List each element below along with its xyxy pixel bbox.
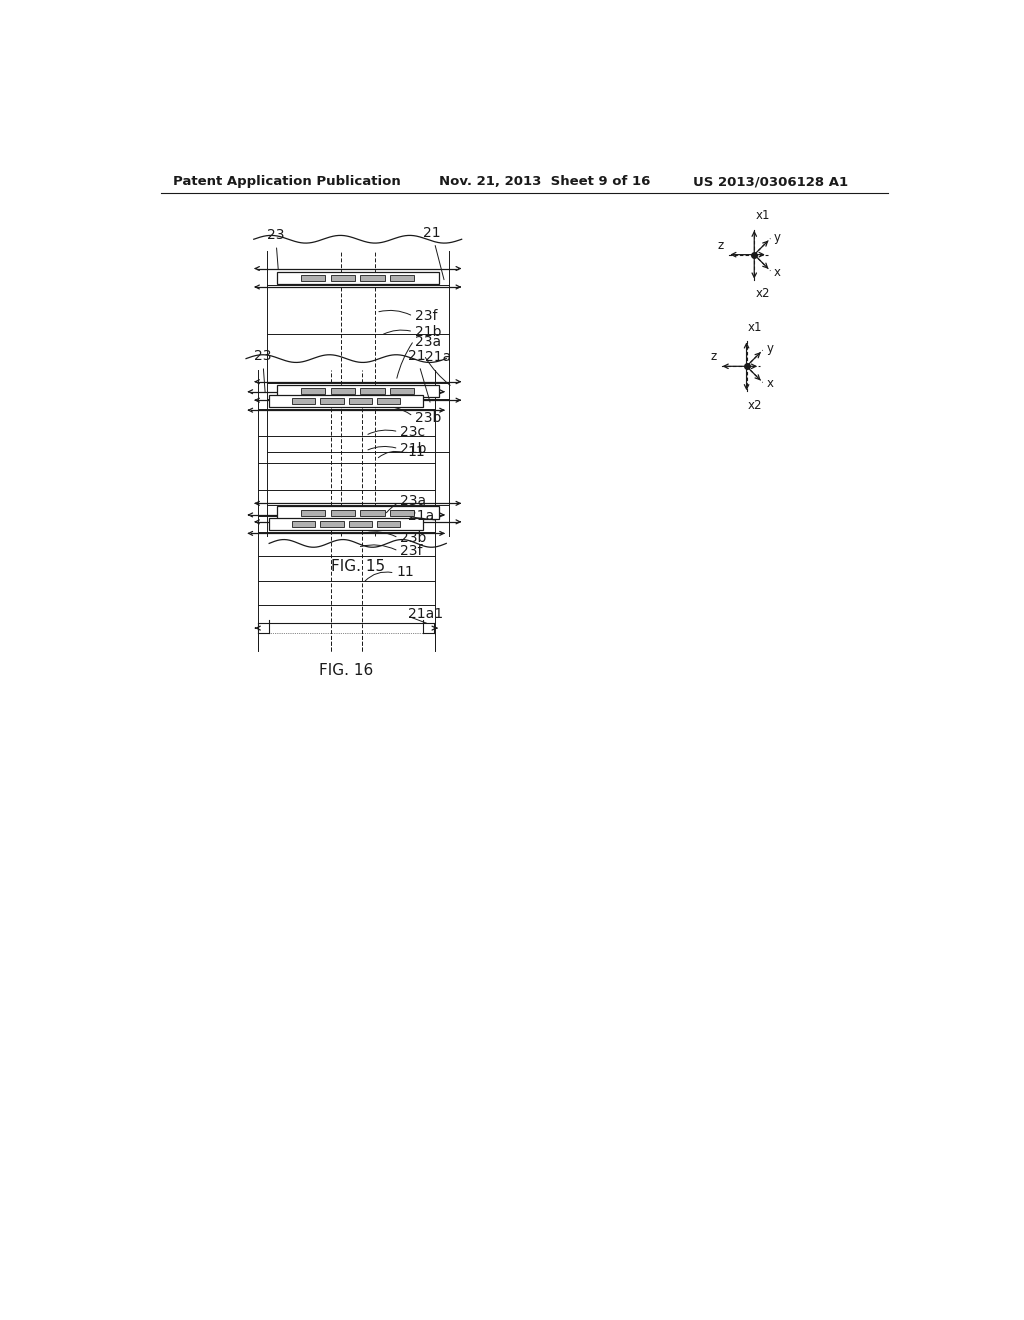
Bar	[301, 388, 326, 395]
Text: y: y	[774, 231, 781, 244]
Text: FIG. 16: FIG. 16	[319, 663, 374, 678]
Bar	[321, 521, 344, 527]
Text: x2: x2	[756, 286, 770, 300]
Text: 23f: 23f	[416, 309, 438, 323]
Text: x1: x1	[749, 321, 763, 334]
Text: 21b: 21b	[416, 325, 442, 339]
Bar	[301, 275, 326, 281]
Text: 23a: 23a	[416, 335, 441, 348]
Bar	[276, 385, 438, 397]
Bar	[390, 275, 415, 281]
Bar	[377, 397, 400, 404]
Text: 21: 21	[423, 226, 444, 280]
Text: x: x	[766, 378, 773, 391]
Bar	[269, 517, 423, 531]
Bar	[321, 397, 344, 404]
Text: x2: x2	[749, 399, 763, 412]
Text: 21: 21	[408, 350, 430, 403]
Text: x1: x1	[756, 210, 770, 222]
Text: 21a: 21a	[425, 350, 451, 364]
Text: 11: 11	[396, 565, 414, 578]
Bar	[360, 275, 385, 281]
Bar	[331, 510, 355, 516]
Bar	[331, 275, 355, 281]
Text: 23b: 23b	[416, 411, 441, 425]
Text: z: z	[711, 350, 717, 363]
Bar	[377, 521, 400, 527]
Bar	[349, 397, 372, 404]
Bar	[331, 388, 355, 395]
Bar	[292, 397, 315, 404]
Text: Patent Application Publication: Patent Application Publication	[173, 176, 400, 187]
Bar	[276, 272, 438, 284]
Text: FIG. 15: FIG. 15	[331, 558, 385, 574]
Text: 21a: 21a	[408, 510, 434, 524]
Bar	[360, 388, 385, 395]
Text: Nov. 21, 2013  Sheet 9 of 16: Nov. 21, 2013 Sheet 9 of 16	[438, 176, 650, 187]
Text: 23f: 23f	[400, 544, 423, 558]
Bar	[390, 510, 415, 516]
Text: y: y	[766, 342, 773, 355]
Bar	[276, 507, 438, 519]
Bar	[301, 510, 326, 516]
Bar	[269, 395, 423, 407]
Bar	[390, 388, 415, 395]
Text: z: z	[718, 239, 724, 252]
Bar	[349, 521, 372, 527]
Text: 23c: 23c	[400, 425, 425, 438]
Text: 23b: 23b	[400, 531, 426, 545]
Text: x: x	[774, 265, 781, 279]
Text: 11: 11	[408, 445, 426, 459]
Text: 23: 23	[267, 228, 285, 269]
Text: 23a: 23a	[400, 494, 426, 508]
Bar	[360, 510, 385, 516]
Text: 21a1: 21a1	[408, 607, 443, 622]
Text: US 2013/0306128 A1: US 2013/0306128 A1	[692, 176, 848, 187]
Text: 23: 23	[254, 350, 271, 392]
Bar	[292, 521, 315, 527]
Text: 21b: 21b	[400, 442, 427, 455]
